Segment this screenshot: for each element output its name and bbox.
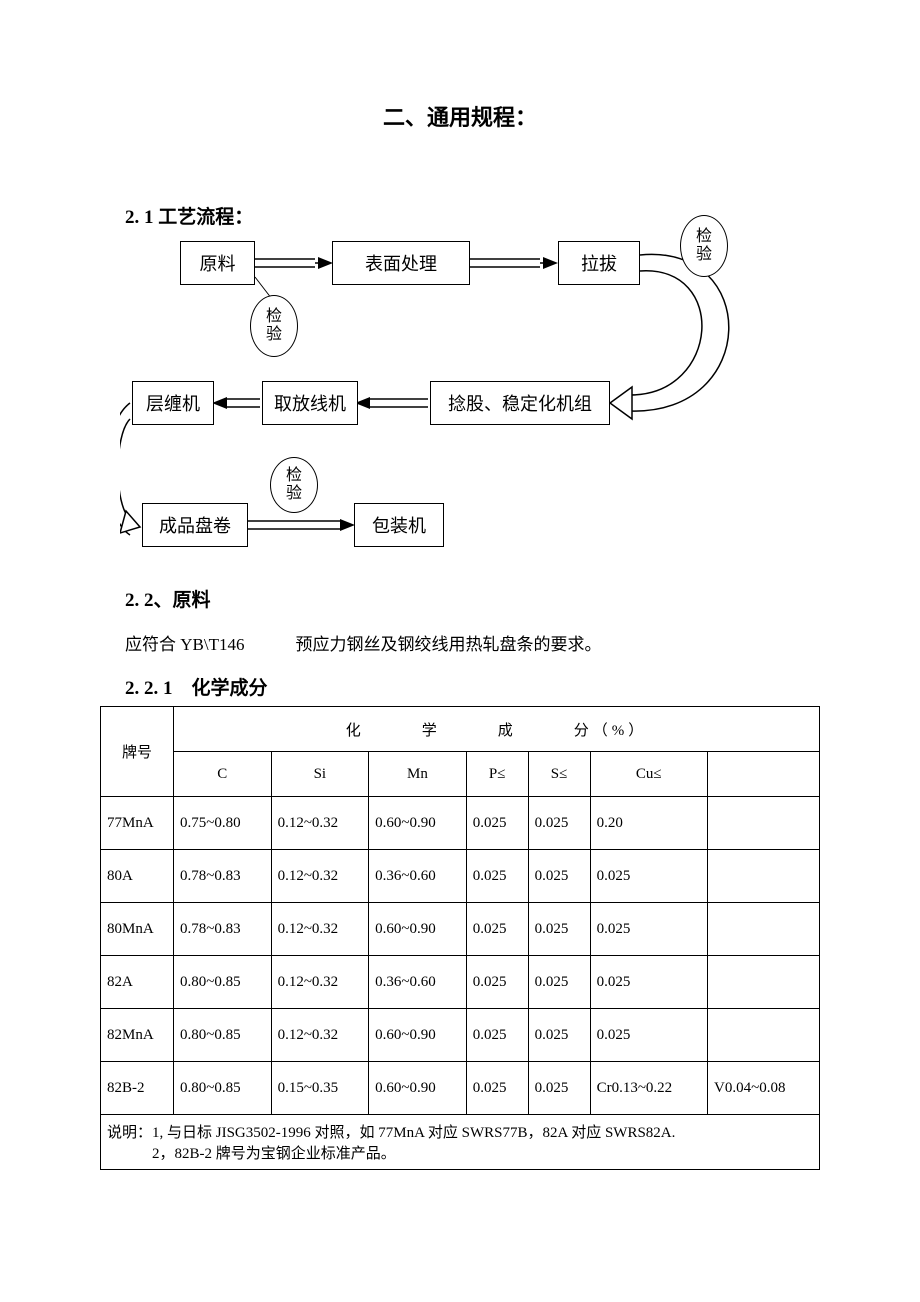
check-label: 检: [696, 228, 712, 246]
raw-material-req: 应符合 YB\T146 预应力钢丝及钢绞线用热轧盘条的要求。: [125, 630, 820, 655]
cell-Cu: 0.025: [590, 1009, 707, 1062]
table-row: 80MnA0.78~0.830.12~0.320.60~0.900.0250.0…: [101, 903, 820, 956]
cell-grade: 82A: [101, 956, 174, 1009]
check-label: 检: [266, 308, 282, 326]
cell-P: 0.025: [466, 903, 528, 956]
composition-table: 牌号 化 学 成 分（%） C Si Mn P≤ S≤ Cu≤ 77MnA0.7…: [100, 706, 820, 1170]
flow-check-3: 检验: [270, 457, 318, 513]
th-p: P≤: [466, 752, 528, 797]
cell-Cu: 0.025: [590, 956, 707, 1009]
heading-2-2: 2. 2、原料: [125, 585, 820, 612]
cell-Mn: 0.60~0.90: [369, 1062, 467, 1115]
document-page: 二、通用规程： 2. 1 工艺流程：: [0, 0, 920, 1230]
cell-extra: [708, 797, 820, 850]
th-extra: [708, 752, 820, 797]
page-title: 二、通用规程：: [100, 100, 820, 132]
cell-extra: [708, 903, 820, 956]
cell-Mn: 0.36~0.60: [369, 850, 467, 903]
flow-node-coil: 成品盘卷: [142, 503, 248, 547]
flow-node-raw: 原料: [180, 241, 255, 285]
cell-grade: 82B-2: [101, 1062, 174, 1115]
flow-node-draw: 拉拔: [558, 241, 640, 285]
cell-extra: [708, 956, 820, 1009]
cell-Mn: 0.60~0.90: [369, 903, 467, 956]
flow-check-1: 检验: [250, 295, 298, 357]
flow-node-surface: 表面处理: [332, 241, 470, 285]
check-label: 验: [696, 246, 712, 264]
cell-P: 0.025: [466, 797, 528, 850]
th-grade: 牌号: [101, 707, 174, 797]
cell-Si: 0.12~0.32: [271, 956, 369, 1009]
table-row: 80A0.78~0.830.12~0.320.36~0.600.0250.025…: [101, 850, 820, 903]
check-label: 验: [286, 485, 302, 503]
th-c: C: [174, 752, 272, 797]
cell-Mn: 0.60~0.90: [369, 797, 467, 850]
cell-C: 0.75~0.80: [174, 797, 272, 850]
cell-P: 0.025: [466, 1062, 528, 1115]
cell-Si: 0.12~0.32: [271, 1009, 369, 1062]
check-label: 检: [286, 467, 302, 485]
cell-grade: 80MnA: [101, 903, 174, 956]
th-chem-group: 化 学 成 分（%）: [174, 707, 820, 752]
cell-C: 0.78~0.83: [174, 850, 272, 903]
cell-C: 0.80~0.85: [174, 956, 272, 1009]
cell-grade: 80A: [101, 850, 174, 903]
flow-node-layer: 层缠机: [132, 381, 214, 425]
cell-grade: 82MnA: [101, 1009, 174, 1062]
cell-S: 0.025: [528, 1009, 590, 1062]
flow-check-2: 检验: [680, 215, 728, 277]
cell-P: 0.025: [466, 850, 528, 903]
cell-S: 0.025: [528, 1062, 590, 1115]
heading-2-2-1: 2. 2. 1 化学成分: [125, 673, 820, 700]
cell-extra: [708, 1009, 820, 1062]
cell-extra: V0.04~0.08: [708, 1062, 820, 1115]
table-note-2: 2，82B-2 牌号为宝钢企业标准产品。: [107, 1142, 813, 1163]
cell-Mn: 0.60~0.90: [369, 1009, 467, 1062]
cell-Si: 0.12~0.32: [271, 903, 369, 956]
th-cu: Cu≤: [590, 752, 707, 797]
table-note-1: 说明：1, 与日标 JISG3502-1996 对照，如 77MnA 对应 SW…: [107, 1121, 813, 1142]
cell-Mn: 0.36~0.60: [369, 956, 467, 1009]
table-row: 77MnA0.75~0.800.12~0.320.60~0.900.0250.0…: [101, 797, 820, 850]
cell-extra: [708, 850, 820, 903]
cell-S: 0.025: [528, 850, 590, 903]
cell-S: 0.025: [528, 903, 590, 956]
cell-C: 0.78~0.83: [174, 903, 272, 956]
flow-node-pack: 包装机: [354, 503, 444, 547]
flow-node-strand: 捻股、稳定化机组: [430, 381, 610, 425]
flow-node-payoff: 取放线机: [262, 381, 358, 425]
check-label: 验: [266, 326, 282, 344]
cell-S: 0.025: [528, 797, 590, 850]
cell-C: 0.80~0.85: [174, 1009, 272, 1062]
table-note: 说明：1, 与日标 JISG3502-1996 对照，如 77MnA 对应 SW…: [101, 1115, 820, 1170]
cell-C: 0.80~0.85: [174, 1062, 272, 1115]
th-mn: Mn: [369, 752, 467, 797]
th-si: Si: [271, 752, 369, 797]
cell-Si: 0.15~0.35: [271, 1062, 369, 1115]
th-s: S≤: [528, 752, 590, 797]
table-row: 82MnA0.80~0.850.12~0.320.60~0.900.0250.0…: [101, 1009, 820, 1062]
cell-P: 0.025: [466, 1009, 528, 1062]
cell-Cu: 0.025: [590, 903, 707, 956]
cell-grade: 77MnA: [101, 797, 174, 850]
cell-P: 0.025: [466, 956, 528, 1009]
table-row: 82A0.80~0.850.12~0.320.36~0.600.0250.025…: [101, 956, 820, 1009]
cell-Si: 0.12~0.32: [271, 850, 369, 903]
table-row: 82B-20.80~0.850.15~0.350.60~0.900.0250.0…: [101, 1062, 820, 1115]
cell-Cu: 0.20: [590, 797, 707, 850]
cell-Cu: Cr0.13~0.22: [590, 1062, 707, 1115]
cell-Si: 0.12~0.32: [271, 797, 369, 850]
cell-Cu: 0.025: [590, 850, 707, 903]
cell-S: 0.025: [528, 956, 590, 1009]
process-flowchart: 原料 表面处理 拉拔 检验 检验 捻股、稳定化机组 取放线机 层缠机 检验 成品…: [120, 235, 840, 575]
